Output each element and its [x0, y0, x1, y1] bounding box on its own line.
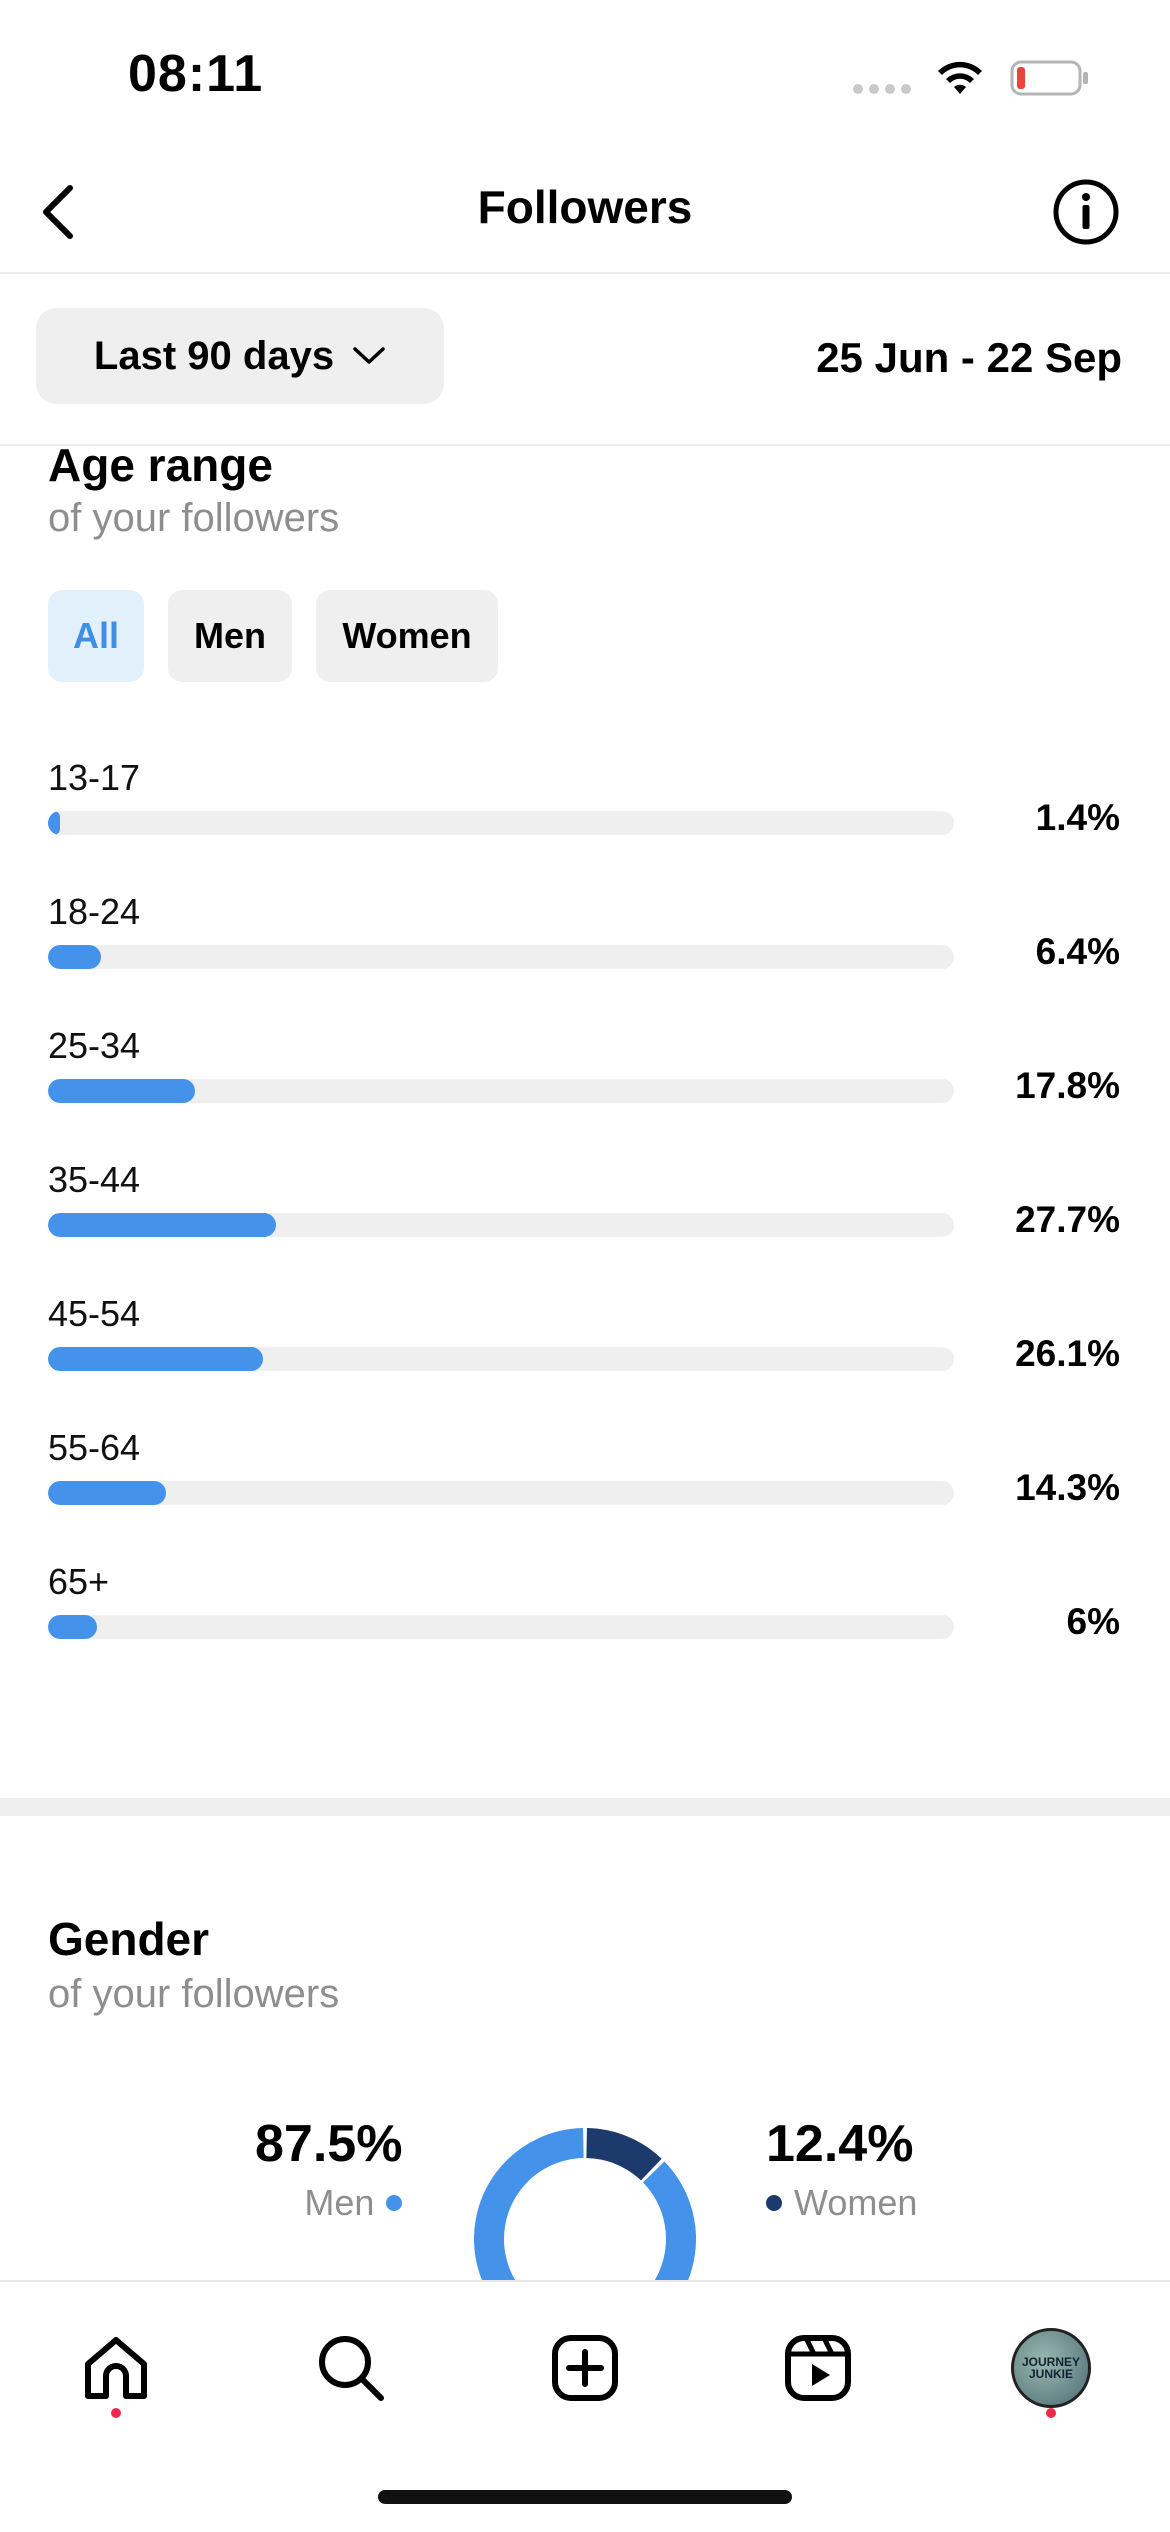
- donut-men-slice: [474, 2128, 696, 2280]
- age-percentage: 17.8%: [1015, 1065, 1120, 1106]
- age-row: 35-44 27.7%: [0, 1147, 1170, 1281]
- age-row: 45-54 26.1%: [0, 1281, 1170, 1415]
- wifi-icon: [938, 61, 982, 94]
- create-icon: [552, 2335, 618, 2401]
- section-divider: [0, 1798, 1170, 1816]
- gender-men-stat: 87.5% Men: [255, 2114, 403, 2224]
- age-bar-track: [48, 945, 954, 969]
- home-indicator: [378, 2490, 792, 2504]
- age-range-title: Age range: [48, 439, 273, 491]
- gender-title: Gender: [48, 1913, 210, 1965]
- home-notification-dot: [111, 2408, 121, 2418]
- nav-profile[interactable]: JOURNEY JUNKIE: [1001, 2318, 1101, 2418]
- age-range-chart: 13-17 1.4% 18-24 6.4% 25-34 17.8% 35-44 …: [0, 745, 1170, 1683]
- men-percentage: 87.5%: [255, 2115, 403, 2173]
- battery-low-icon: [1010, 60, 1088, 96]
- nav-search[interactable]: [301, 2318, 401, 2418]
- age-bar-track: [48, 1481, 954, 1505]
- age-bar-track: [48, 1347, 954, 1371]
- age-percentage: 14.3%: [1015, 1467, 1120, 1508]
- signal-icon: [853, 84, 911, 94]
- age-percentage: 6.4%: [1035, 931, 1120, 972]
- page-title: Followers: [477, 181, 693, 233]
- age-row: 18-24 6.4%: [0, 879, 1170, 1013]
- info-button[interactable]: [1046, 172, 1126, 252]
- age-row: 13-17 1.4%: [0, 745, 1170, 879]
- women-percentage: 12.4%: [766, 2115, 914, 2173]
- tab-all[interactable]: All: [48, 590, 144, 682]
- reels-icon: [785, 2335, 851, 2401]
- age-bar-track: [48, 1079, 954, 1103]
- women-label: Women: [794, 2182, 918, 2223]
- age-row: 25-34 17.8%: [0, 1013, 1170, 1147]
- profile-notification-dot: [1046, 2408, 1056, 2418]
- gender-filter-tabs: All Men Women: [48, 590, 498, 682]
- age-bar: [48, 1615, 98, 1639]
- top-bar: Followers: [0, 150, 1170, 274]
- profile-avatar: JOURNEY JUNKIE: [1011, 2328, 1091, 2408]
- age-bar-track: [48, 811, 954, 835]
- age-label: 55-64: [48, 1427, 141, 1468]
- tab-women[interactable]: Women: [316, 590, 498, 682]
- age-label: 65+: [48, 1561, 110, 1602]
- age-label: 45-54: [48, 1293, 141, 1334]
- age-bar: [48, 1481, 166, 1505]
- donut-women-slice: [585, 2128, 662, 2181]
- age-label: 25-34: [48, 1025, 141, 1066]
- gender-chart: 87.5% Men 12.4% Women: [0, 2100, 1170, 2280]
- info-icon: [1053, 179, 1119, 245]
- age-bar-track: [48, 1213, 954, 1237]
- age-percentage: 1.4%: [1035, 797, 1120, 838]
- gender-women-stat: 12.4% Women: [766, 2114, 917, 2224]
- status-bar: 08:11: [0, 0, 1170, 150]
- age-row: 65+ 6%: [0, 1549, 1170, 1683]
- women-legend-dot: [766, 2195, 782, 2211]
- gender-donut: [474, 2128, 696, 2280]
- age-percentage: 27.7%: [1015, 1199, 1120, 1240]
- date-range-text: 25 Jun - 22 Sep: [816, 334, 1122, 381]
- age-percentage: 26.1%: [1015, 1333, 1120, 1374]
- age-label: 18-24: [48, 891, 141, 932]
- gender-subtitle: of your followers: [48, 1972, 340, 2016]
- chevron-down-icon: [353, 347, 385, 364]
- nav-create[interactable]: [535, 2318, 635, 2418]
- nav-home[interactable]: [66, 2318, 166, 2418]
- age-row: 55-64 14.3%: [0, 1415, 1170, 1549]
- date-range-dropdown[interactable]: Last 90 days: [36, 308, 444, 404]
- filter-row: Last 90 days 25 Jun - 22 Sep: [0, 276, 1170, 446]
- age-bar: [48, 945, 101, 969]
- status-time: 08:11: [128, 45, 264, 103]
- men-label: Men: [304, 2182, 375, 2223]
- age-label: 13-17: [48, 757, 141, 798]
- range-label: Last 90 days: [93, 333, 335, 378]
- avatar-logo-text: JOURNEY JUNKIE: [1021, 2355, 1080, 2381]
- age-bar: [48, 1079, 195, 1103]
- age-range-subtitle: of your followers: [48, 496, 340, 540]
- age-percentage: 6%: [1066, 1601, 1120, 1642]
- home-icon: [85, 2337, 147, 2399]
- age-bar: [48, 1213, 277, 1237]
- men-legend-dot: [386, 2195, 403, 2211]
- age-bar-track: [48, 1615, 954, 1639]
- age-bar: [48, 1347, 264, 1371]
- tab-men[interactable]: Men: [168, 590, 292, 682]
- search-icon: [319, 2336, 384, 2401]
- age-label: 35-44: [48, 1159, 141, 1200]
- back-button[interactable]: [18, 172, 98, 252]
- nav-reels[interactable]: [768, 2318, 868, 2418]
- chevron-left-icon: [43, 185, 73, 239]
- age-bar: [48, 811, 60, 835]
